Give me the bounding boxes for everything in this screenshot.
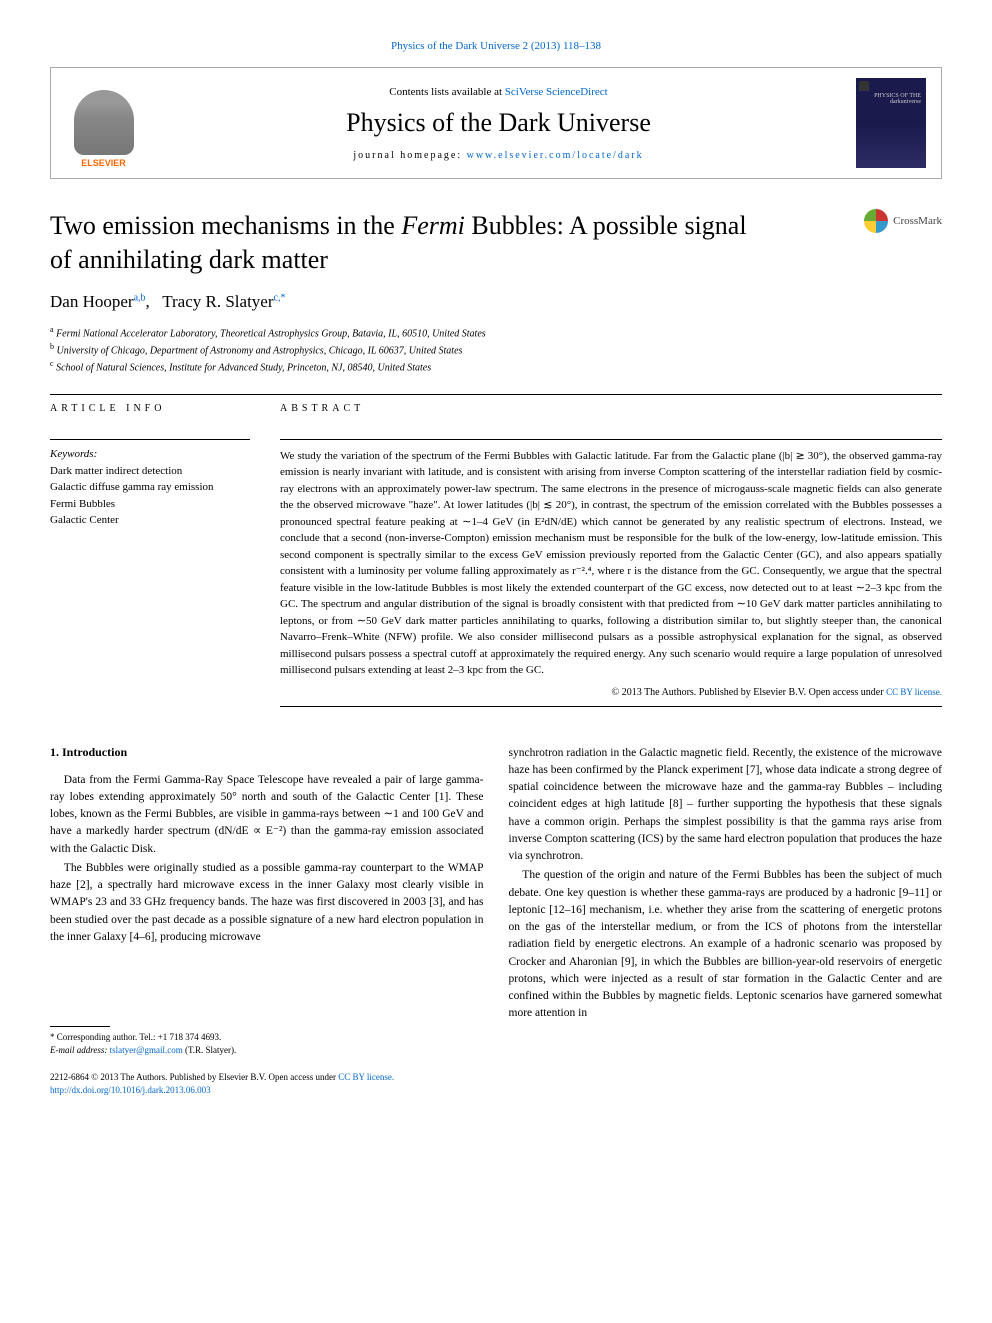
footnote-separator bbox=[50, 1026, 110, 1027]
authors: Dan Hoopera,b, Tracy R. Slatyerc,* bbox=[50, 292, 942, 312]
keywords-label: Keywords: bbox=[50, 448, 250, 460]
journal-header: ELSEVIER Contents lists available at Sci… bbox=[50, 67, 942, 179]
keyword: Fermi Bubbles bbox=[50, 496, 250, 513]
journal-citation: Physics of the Dark Universe 2 (2013) 11… bbox=[50, 40, 942, 52]
affiliations: a Fermi National Accelerator Laboratory,… bbox=[50, 324, 942, 376]
divider bbox=[50, 439, 250, 440]
journal-title: Physics of the Dark Universe bbox=[141, 108, 856, 138]
body-text: Data from the Fermi Gamma-Ray Space Tele… bbox=[50, 772, 484, 947]
footnotes: * Corresponding author. Tel.: +1 718 374… bbox=[50, 1031, 484, 1056]
paragraph: synchrotron radiation in the Galactic ma… bbox=[509, 745, 943, 866]
copyright-line: © 2013 The Authors. Published by Elsevie… bbox=[280, 687, 942, 698]
homepage-link[interactable]: www.elsevier.com/locate/dark bbox=[467, 150, 644, 161]
elsevier-logo[interactable]: ELSEVIER bbox=[66, 78, 141, 168]
crossmark-badge[interactable]: CrossMark bbox=[864, 209, 942, 233]
journal-cover-thumb[interactable]: PHYSICS OF THE darkuniverse bbox=[856, 78, 926, 168]
elsevier-tree-icon bbox=[74, 90, 134, 155]
abstract-label: ABSTRACT bbox=[280, 403, 942, 414]
divider bbox=[50, 394, 942, 395]
paragraph: The Bubbles were originally studied as a… bbox=[50, 860, 484, 946]
doi-link[interactable]: http://dx.doi.org/10.1016/j.dark.2013.06… bbox=[50, 1085, 211, 1095]
left-column: 1. Introduction Data from the Fermi Gamm… bbox=[50, 745, 484, 1057]
keyword: Galactic Center bbox=[50, 512, 250, 529]
keywords-list: Dark matter indirect detection Galactic … bbox=[50, 463, 250, 529]
divider bbox=[280, 439, 942, 440]
crossmark-icon bbox=[864, 209, 888, 233]
article-info-column: ARTICLE INFO Keywords: Dark matter indir… bbox=[50, 403, 250, 715]
license-link[interactable]: CC BY license. bbox=[886, 687, 942, 697]
elsevier-label: ELSEVIER bbox=[81, 158, 126, 168]
author-1[interactable]: Dan Hooper bbox=[50, 292, 134, 311]
header-center: Contents lists available at SciVerse Sci… bbox=[141, 86, 856, 161]
author-2[interactable]: Tracy R. Slatyer bbox=[162, 292, 273, 311]
article-info-label: ARTICLE INFO bbox=[50, 403, 250, 414]
homepage-line: journal homepage: www.elsevier.com/locat… bbox=[141, 150, 856, 161]
body-text: synchrotron radiation in the Galactic ma… bbox=[509, 745, 943, 1023]
abstract-column: ABSTRACT We study the variation of the s… bbox=[280, 403, 942, 715]
page-footer: 2212-6864 © 2013 The Authors. Published … bbox=[50, 1071, 942, 1096]
keyword: Galactic diffuse gamma ray emission bbox=[50, 479, 250, 496]
email-link[interactable]: tslatyer@gmail.com bbox=[110, 1045, 183, 1055]
corresponding-author: * Corresponding author. Tel.: +1 718 374… bbox=[50, 1031, 484, 1044]
sciencedirect-link[interactable]: SciVerse ScienceDirect bbox=[505, 86, 608, 98]
body-columns: 1. Introduction Data from the Fermi Gamm… bbox=[50, 745, 942, 1057]
abstract-text: We study the variation of the spectrum o… bbox=[280, 448, 942, 679]
keyword: Dark matter indirect detection bbox=[50, 463, 250, 480]
right-column: synchrotron radiation in the Galactic ma… bbox=[509, 745, 943, 1057]
section-heading: 1. Introduction bbox=[50, 745, 484, 760]
footer-license-link[interactable]: CC BY license. bbox=[338, 1072, 394, 1082]
paragraph: The question of the origin and nature of… bbox=[509, 867, 943, 1022]
email-line: E-mail address: tslatyer@gmail.com (T.R.… bbox=[50, 1044, 484, 1057]
divider bbox=[280, 706, 942, 707]
contents-line: Contents lists available at SciVerse Sci… bbox=[141, 86, 856, 98]
paragraph: Data from the Fermi Gamma-Ray Space Tele… bbox=[50, 772, 484, 858]
cover-text: PHYSICS OF THE darkuniverse bbox=[856, 93, 921, 105]
article-title: Two emission mechanisms in the Fermi Bub… bbox=[50, 209, 844, 277]
